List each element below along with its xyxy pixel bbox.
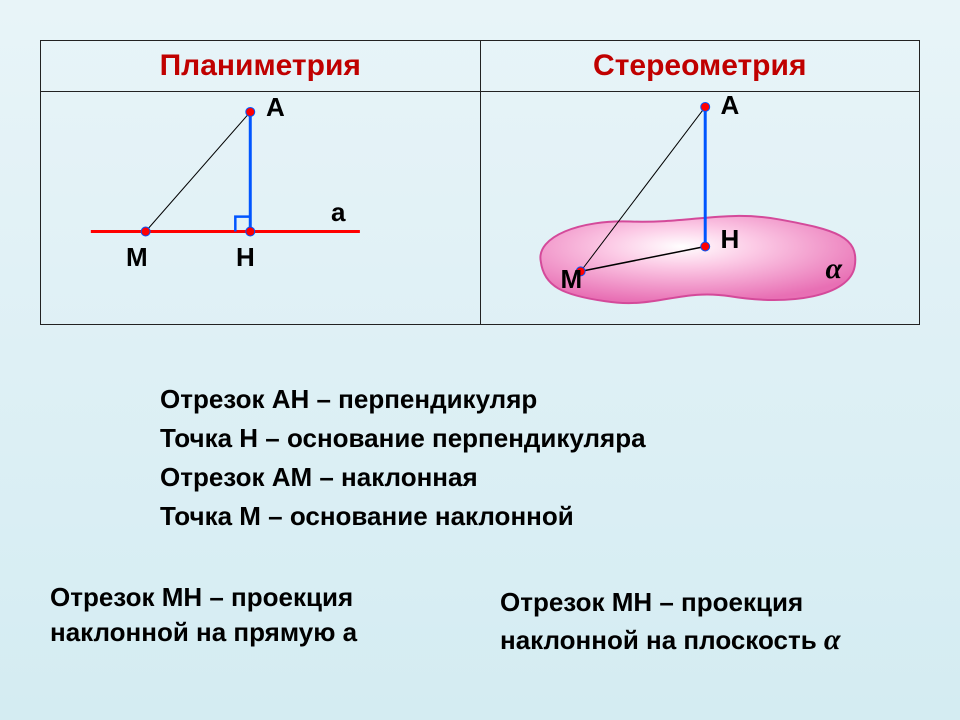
planimetry-svg bbox=[41, 92, 479, 321]
header-right-label: Стереометрия bbox=[593, 49, 806, 82]
header-left-label: Планиметрия bbox=[160, 49, 361, 82]
label-m-right: M bbox=[561, 264, 583, 295]
stereometry-svg bbox=[481, 92, 919, 321]
exp-line-1: Отрезок АН – перпендикуляр bbox=[160, 380, 646, 419]
plane-alpha bbox=[540, 216, 855, 303]
point-a-3d bbox=[700, 102, 709, 111]
explanation-block: Отрезок АН – перпендикуляр Точка Н – осн… bbox=[160, 380, 646, 536]
label-a-left: A bbox=[266, 92, 285, 123]
right-diagram-cell: A H M α bbox=[480, 92, 920, 325]
header-stereometry: Стереометрия bbox=[480, 41, 920, 92]
point-a bbox=[246, 107, 255, 116]
bottom-right-alpha: α bbox=[824, 623, 841, 656]
comparison-table: Планиметрия Стереометрия A H bbox=[40, 40, 920, 325]
segment-am bbox=[146, 112, 251, 232]
point-m bbox=[141, 227, 150, 236]
label-h-right: H bbox=[721, 224, 740, 255]
header-planimetry: Планиметрия bbox=[41, 41, 481, 92]
point-h bbox=[246, 227, 255, 236]
exp-line-4: Точка М – основание наклонной bbox=[160, 497, 646, 536]
bottom-right-text: Отрезок МН – проекция наклонной на плоск… bbox=[500, 585, 940, 661]
label-alpha: α bbox=[826, 252, 843, 286]
point-h-3d bbox=[700, 242, 709, 251]
bottom-left-text: Отрезок МН – проекция наклонной на пряму… bbox=[50, 580, 490, 650]
label-h-left: H bbox=[236, 242, 255, 273]
bottom-left-span: Отрезок МН – проекция наклонной на пряму… bbox=[50, 582, 357, 647]
exp-line-2: Точка Н – основание перпендикуляра bbox=[160, 419, 646, 458]
left-diagram-cell: A H M а bbox=[41, 92, 481, 325]
label-m-left: M bbox=[126, 242, 148, 273]
exp-line-3: Отрезок АМ – наклонная bbox=[160, 458, 646, 497]
label-a-right: A bbox=[721, 90, 740, 121]
label-line-a: а bbox=[331, 197, 345, 228]
bottom-right-prefix: Отрезок МН – проекция наклонной на плоск… bbox=[500, 587, 824, 655]
